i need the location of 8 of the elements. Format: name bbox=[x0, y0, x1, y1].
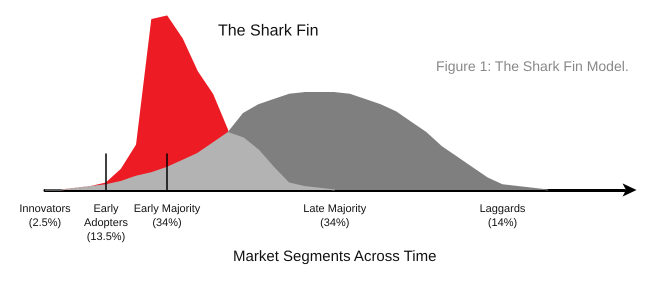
text: The Shark Fin bbox=[218, 22, 318, 40]
x-tick-label: Laggards (14%) bbox=[480, 203, 526, 229]
x-tick-label: Early Majority (34%) bbox=[134, 203, 201, 229]
x-tick-label: Late Majority (34%) bbox=[303, 203, 367, 229]
x-tick-label: Early Adopters (13.5%) bbox=[84, 203, 129, 243]
x-axis-title: Market Segments Across Time bbox=[233, 248, 436, 265]
x-tick-label: Innovators (2.5%) bbox=[19, 203, 72, 229]
text: Figure 1: The Shark Fin Model. bbox=[436, 58, 629, 74]
